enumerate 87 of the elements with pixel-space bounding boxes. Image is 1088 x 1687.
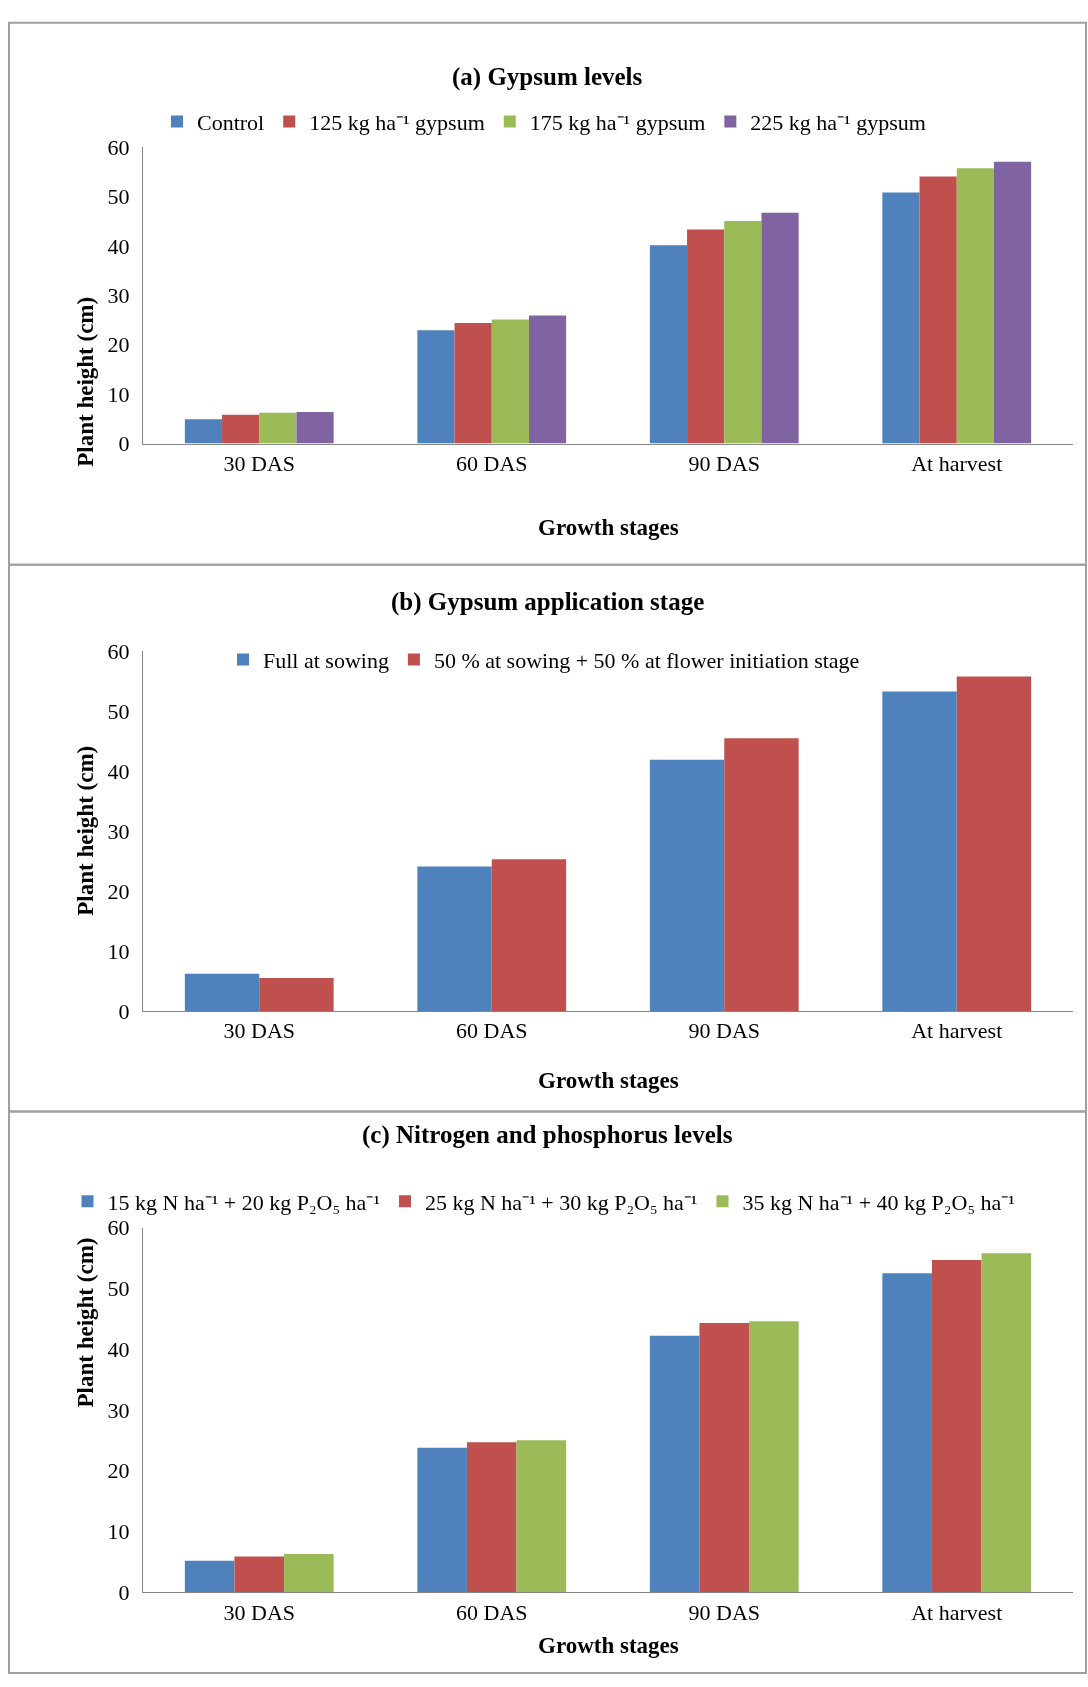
bar <box>466 1442 517 1593</box>
bar <box>417 866 492 1011</box>
y-tick-label: 50 <box>107 1276 130 1302</box>
y-tick-label: 30 <box>107 1397 130 1423</box>
chart-title: (a) Gypsum levels <box>452 63 643 91</box>
x-tick-label: 60 DAS <box>455 1599 528 1625</box>
bar <box>234 1556 285 1593</box>
bar <box>296 411 334 444</box>
bar <box>931 1259 982 1593</box>
legend-label: 25 kg N ha⁻¹ + 30 kg P₂O₅ ha⁻¹ <box>424 1189 698 1215</box>
legend-label: 50 % at sowing + 50 % at flower initiation stage <box>433 647 860 673</box>
x-tick-label: At harvest <box>911 1599 1003 1625</box>
bar <box>528 315 567 444</box>
y-tick-label: 30 <box>107 282 130 308</box>
y-tick-label: 40 <box>107 758 130 784</box>
bar <box>724 738 799 1011</box>
bar <box>956 168 994 444</box>
x-tick-label: At harvest <box>911 1018 1003 1044</box>
y-tick-label: 20 <box>107 332 130 358</box>
y-tick-label: 20 <box>107 1458 130 1484</box>
y-tick-label: 60 <box>107 1215 130 1241</box>
bar <box>649 1335 700 1593</box>
bar <box>761 212 799 444</box>
y-tick-label: 10 <box>107 938 130 964</box>
bar <box>699 1323 750 1593</box>
x-axis-title: Growth stages <box>538 1068 679 1093</box>
y-tick-label: 20 <box>107 878 130 904</box>
bar <box>491 319 529 444</box>
bar <box>687 229 725 444</box>
x-tick-label: 30 DAS <box>223 1018 296 1044</box>
bar <box>184 973 260 1011</box>
y-axis-title: Plant height (cm) <box>73 745 99 916</box>
legend-label: Full at sowing <box>263 647 389 673</box>
bar <box>259 412 297 444</box>
bar <box>491 859 567 1011</box>
bar <box>417 1447 467 1593</box>
y-axis-title: Plant height (cm) <box>72 1237 98 1408</box>
bar <box>981 1253 1032 1593</box>
x-tick-label: At harvest <box>911 450 1003 476</box>
bar <box>222 414 260 444</box>
legend-label: Control <box>197 110 265 136</box>
legend-label: 225 kg ha⁻¹ gypsum <box>750 110 926 136</box>
y-tick-label: 10 <box>107 381 130 407</box>
legend-label: 35 kg N ha⁻¹ + 40 kg P₂O₅ ha⁻¹ <box>742 1189 1015 1215</box>
chart-title: (c) Nitrogen and phosphorus levels <box>362 1121 733 1149</box>
x-axis-title: Growth stages <box>538 1633 679 1658</box>
y-tick-label: 50 <box>107 184 130 210</box>
bar <box>882 192 920 444</box>
bar <box>956 676 1032 1011</box>
y-tick-label: 40 <box>107 233 130 259</box>
y-tick-label: 10 <box>107 1519 130 1545</box>
bar <box>882 1273 932 1593</box>
bar <box>184 419 223 444</box>
bar <box>993 161 1032 444</box>
x-tick-label: 60 DAS <box>455 450 528 476</box>
x-tick-label: 30 DAS <box>223 450 296 476</box>
y-tick-label: 0 <box>118 998 130 1024</box>
legend-label: 175 kg ha⁻¹ gypsum <box>529 110 706 136</box>
y-tick-label: 0 <box>118 1579 130 1605</box>
y-tick-label: 60 <box>107 639 130 665</box>
bar <box>649 759 725 1011</box>
chart-title: (b) Gypsum application stage <box>391 588 705 616</box>
bar <box>724 221 762 444</box>
bar <box>919 176 957 444</box>
x-tick-label: 90 DAS <box>688 450 761 476</box>
x-tick-label: 90 DAS <box>688 1599 761 1625</box>
bar <box>649 245 688 444</box>
x-tick-label: 60 DAS <box>455 1018 528 1044</box>
legend-label: 15 kg N ha⁻¹ + 20 kg P₂O₅ ha⁻¹ <box>107 1189 380 1215</box>
bar <box>749 1321 799 1593</box>
bar <box>882 691 957 1011</box>
bar <box>184 1560 235 1593</box>
legend-label: 125 kg ha⁻¹ gypsum <box>309 110 485 136</box>
bar <box>516 1440 567 1593</box>
bar <box>259 978 334 1011</box>
bar <box>454 322 492 444</box>
y-tick-label: 0 <box>118 431 130 457</box>
bar <box>284 1553 334 1593</box>
x-tick-label: 90 DAS <box>688 1018 761 1044</box>
y-axis-title: Plant height (cm) <box>73 296 99 467</box>
y-tick-label: 60 <box>107 134 130 160</box>
y-tick-label: 30 <box>107 818 130 844</box>
y-tick-label: 40 <box>107 1336 130 1362</box>
bar <box>417 330 455 444</box>
x-axis-title: Growth stages <box>538 515 679 540</box>
y-tick-label: 50 <box>107 699 130 725</box>
x-tick-label: 30 DAS <box>223 1599 296 1625</box>
